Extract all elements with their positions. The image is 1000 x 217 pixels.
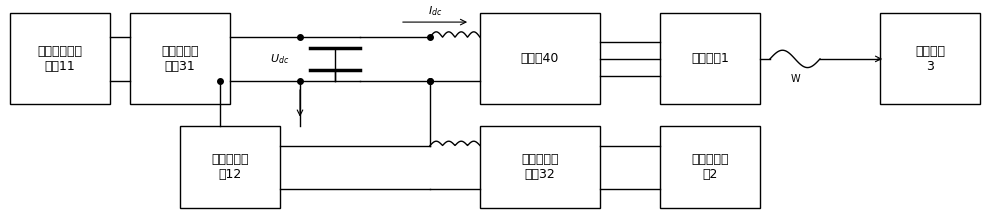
FancyBboxPatch shape (660, 13, 760, 104)
FancyBboxPatch shape (10, 13, 110, 104)
Text: 逆变器40: 逆变器40 (521, 53, 559, 65)
Text: W: W (790, 74, 800, 84)
Text: $U_{dc}$: $U_{dc}$ (270, 52, 289, 66)
FancyBboxPatch shape (480, 13, 600, 104)
Text: $I_{dc}$: $I_{dc}$ (428, 4, 442, 18)
FancyBboxPatch shape (130, 13, 230, 104)
Text: 动力负载1: 动力负载1 (691, 53, 729, 65)
Text: 辅助用电负
载2: 辅助用电负 载2 (691, 153, 729, 181)
FancyBboxPatch shape (660, 126, 760, 208)
Text: 第一直流斩
波器31: 第一直流斩 波器31 (161, 45, 199, 73)
Text: 第一直流斩
波器32: 第一直流斩 波器32 (521, 153, 559, 181)
FancyBboxPatch shape (480, 126, 600, 208)
FancyBboxPatch shape (180, 126, 280, 208)
Text: 辅助供电装
置12: 辅助供电装 置12 (211, 153, 249, 181)
Text: 传动系统
3: 传动系统 3 (915, 45, 945, 73)
Text: 燃料电池供电
装置11: 燃料电池供电 装置11 (38, 45, 82, 73)
FancyBboxPatch shape (880, 13, 980, 104)
